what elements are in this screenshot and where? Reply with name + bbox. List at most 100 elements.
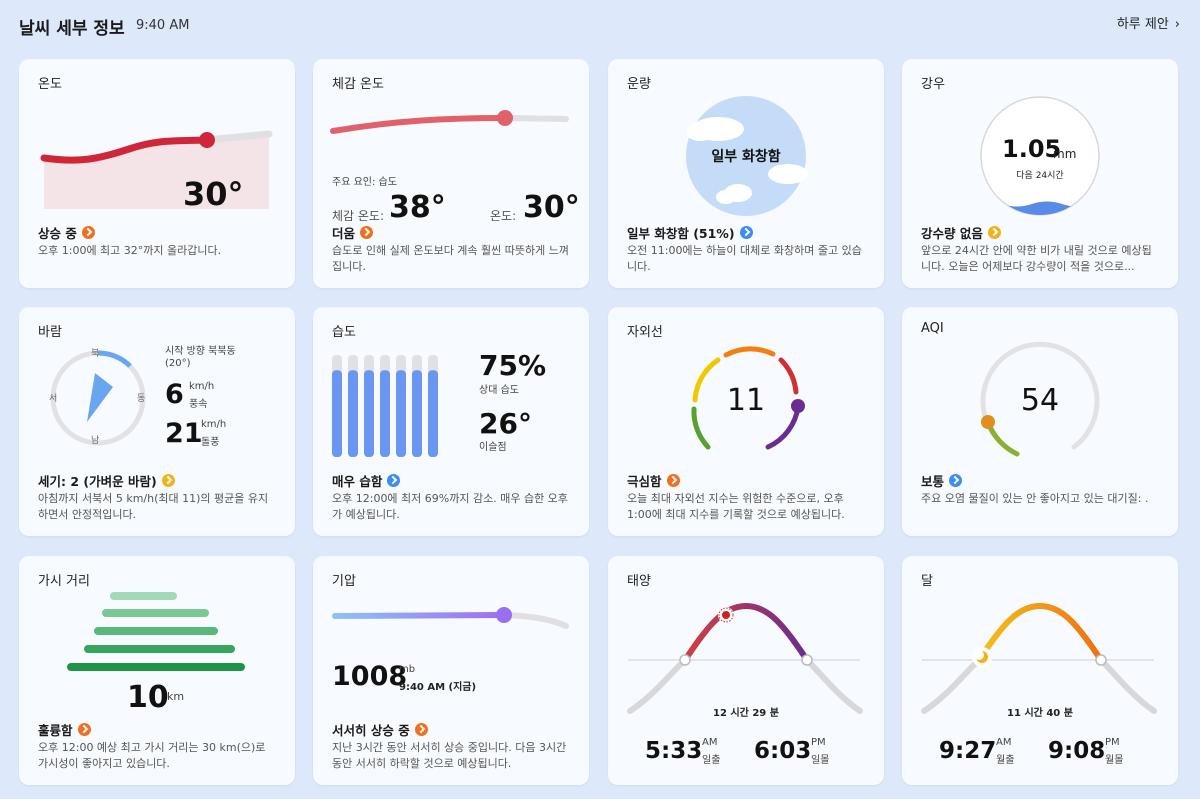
trend-up-icon: [81, 226, 95, 239]
header-time: 9:40 AM: [136, 18, 190, 33]
humidity-card[interactable]: 습도 75% 상대 습도 26° 이슬점 매우 습함 오후 12:00에 최저 …: [313, 307, 589, 536]
rain-period: 다음 24시간: [1016, 171, 1064, 181]
temperature-current-dot: [199, 132, 215, 148]
moon-up-curve: [976, 602, 1104, 663]
card-description: 오늘 최대 자외선 지수는 위험한 수준으로, 오후 1:00에 최대 지수를 …: [627, 492, 845, 521]
status-label: 상승 중: [38, 223, 95, 242]
wind-degree: (20°): [165, 358, 191, 369]
feels-current-dot: [497, 110, 513, 126]
humidity-bar-fill: [364, 370, 374, 457]
status-label: 서서히 상승 중: [332, 720, 428, 739]
trend-flat-icon: [161, 474, 175, 487]
sun-card[interactable]: 태양 12 시간 29 분 5:33 AM 일출 6:03 PM 일몰: [608, 556, 884, 785]
card-title: 자외선: [627, 325, 663, 340]
chevron-right-icon: ›: [1174, 17, 1180, 32]
daily-suggestion-link[interactable]: 하루 제안 ›: [1117, 13, 1180, 32]
card-title: 체감 온도: [332, 77, 384, 92]
header: 날씨 세부 정보 9:40 AM 하루 제안 ›: [0, 0, 1200, 50]
temperature-value: 30°: [183, 175, 244, 213]
temperature-future-line: [203, 130, 273, 144]
visibility-unit: km: [167, 690, 185, 703]
status-text: 보통: [921, 474, 945, 489]
uv-segment-very-high: [778, 357, 799, 395]
feels-label: 체감 온도:: [332, 209, 385, 223]
uv-segment-moderate: [692, 357, 721, 403]
uv-card[interactable]: 자외선 11 극심함 오늘 최대 자외선 지수는 위험한 수준으로, 오후 1:…: [608, 307, 884, 536]
card-title: 강우: [921, 77, 945, 92]
status-label: 세기: 2 (가벼운 바람): [38, 471, 175, 490]
aqi-gauge: [980, 341, 1100, 457]
card-title: 운량: [627, 77, 651, 92]
temperature-fill-area: [44, 134, 269, 209]
status-label: 극심함: [627, 471, 680, 490]
card-title: 기압: [332, 574, 356, 589]
card-title: 바람: [38, 325, 62, 340]
uv-segment-high: [723, 346, 776, 358]
cloud-cover-card[interactable]: 운량 일부 화창함 일부 화창함 (51%) 오전 11:00에는 하늘이 대체…: [608, 59, 884, 288]
wind-card[interactable]: 바람 북 남 동 서 시작 방향 북북동 (20°) 6 km/h 풍속 21 …: [19, 307, 295, 536]
compass-direction-arc: [97, 350, 132, 368]
status-text: 매우 습함: [332, 474, 383, 489]
uv-value: 11: [726, 383, 766, 418]
dew-point-value: 26°: [479, 407, 532, 440]
cloud-icon: [686, 117, 808, 204]
card-description: 오전 11:00에는 하늘이 대체로 화창하며 줄고 있습니다.: [627, 244, 862, 273]
card-description: 앞으로 24시간 안에 약한 비가 내릴 것으로 예상됩니다. 오늘은 어제보다…: [921, 244, 1152, 273]
main-factor-label: 주요 요인: 습도: [332, 177, 397, 188]
aqi-current-dot: [981, 415, 995, 429]
suggest-label: 하루 제안: [1116, 17, 1169, 32]
card-description: 오후 12:00 예상 최고 가시 거리는 30 km(으)로 가시성이 좋아지…: [38, 741, 266, 770]
card-description: 주요 오염 물질이 있는 안 좋아지고 있는 대기질: .: [921, 492, 1149, 505]
aqi-gauge-track: [980, 341, 1100, 450]
status-text: 더움: [332, 226, 356, 241]
feels-like-card[interactable]: 체감 온도 주요 요인: 습도 체감 온도: 38° 온도: 30° 더움 습도…: [313, 59, 589, 288]
status-text: 세기: 2 (가벼운 바람): [38, 474, 157, 489]
card-title: AQI: [921, 321, 944, 336]
moon-icon: [972, 647, 992, 667]
status-label: 훌륭함: [38, 720, 91, 739]
moon-night-curve-left: [921, 657, 982, 714]
compass-south: 남: [91, 436, 100, 446]
compass-west: 서: [49, 394, 58, 404]
trend-down-icon: [949, 474, 963, 487]
moon-arc: [921, 602, 1157, 714]
sunrise-ampm: AM: [702, 737, 718, 748]
moon-card[interactable]: 달 11 시간 40 분 9:27 AM 월출 9:08 PM 월몰: [902, 556, 1178, 785]
wind-speed-unit: km/h: [189, 381, 215, 392]
sunrise-dot: [679, 654, 691, 666]
status-label: 더움: [332, 223, 374, 242]
visibility-value: 10: [127, 680, 169, 715]
sunset-time: 6:03: [754, 738, 812, 764]
aqi-card[interactable]: AQI 54 보통 주요 오염 물질이 있는 안 좋아지고 있는 대기질: .: [902, 307, 1178, 536]
sun-icon: [718, 607, 734, 623]
pressure-unit: mb: [399, 664, 416, 675]
actual-temp-value: 30°: [523, 190, 580, 225]
status-label: 강수량 없음: [921, 223, 1001, 242]
wind-gust-value: 21: [165, 418, 203, 449]
temperature-card[interactable]: 온도 30° 상승 중 오후 1:00에 최고 32°까지 올라갑니다.: [19, 59, 295, 288]
sun-arc: [627, 602, 863, 714]
trend-up-icon: [414, 723, 428, 736]
sunset-ampm: PM: [811, 737, 826, 748]
humidity-bar-fill: [332, 370, 342, 457]
cloud-center-label: 일부 화창함: [711, 149, 781, 165]
visibility-card[interactable]: 가시 거리 10 km 훌륭함 오후 12:00 예상 최고 가시 거리는 30…: [19, 556, 295, 785]
moonrise-label: 월출: [996, 755, 1015, 766]
trend-up-icon: [77, 723, 91, 736]
status-label: 일부 화창함 (51%): [627, 223, 753, 242]
status-label: 매우 습함: [332, 471, 401, 490]
daylight-duration: 12 시간 29 분: [713, 708, 779, 719]
card-title: 달: [921, 574, 933, 589]
rain-card[interactable]: 강우 1.05 mm 다음 24시간 강수량 없음 앞으로 24시간 안에 약한…: [902, 59, 1178, 288]
card-title: 태양: [627, 574, 651, 589]
moonset-time: 9:08: [1048, 738, 1106, 764]
feels-future-line: [502, 115, 569, 122]
feels-past-line: [330, 115, 508, 134]
rain-gauge: [980, 96, 1100, 216]
temperature-past-line: [40, 136, 211, 164]
uv-gauge: [691, 346, 805, 450]
status-text: 극심함: [627, 474, 662, 489]
sunrise-label: 일출: [702, 755, 721, 766]
pressure-card[interactable]: 기압 1008 mb 9:40 AM (지금) 서서히 상승 중 지난 3시간 …: [313, 556, 589, 785]
humidity-value-label: 상대 습도: [479, 385, 519, 396]
